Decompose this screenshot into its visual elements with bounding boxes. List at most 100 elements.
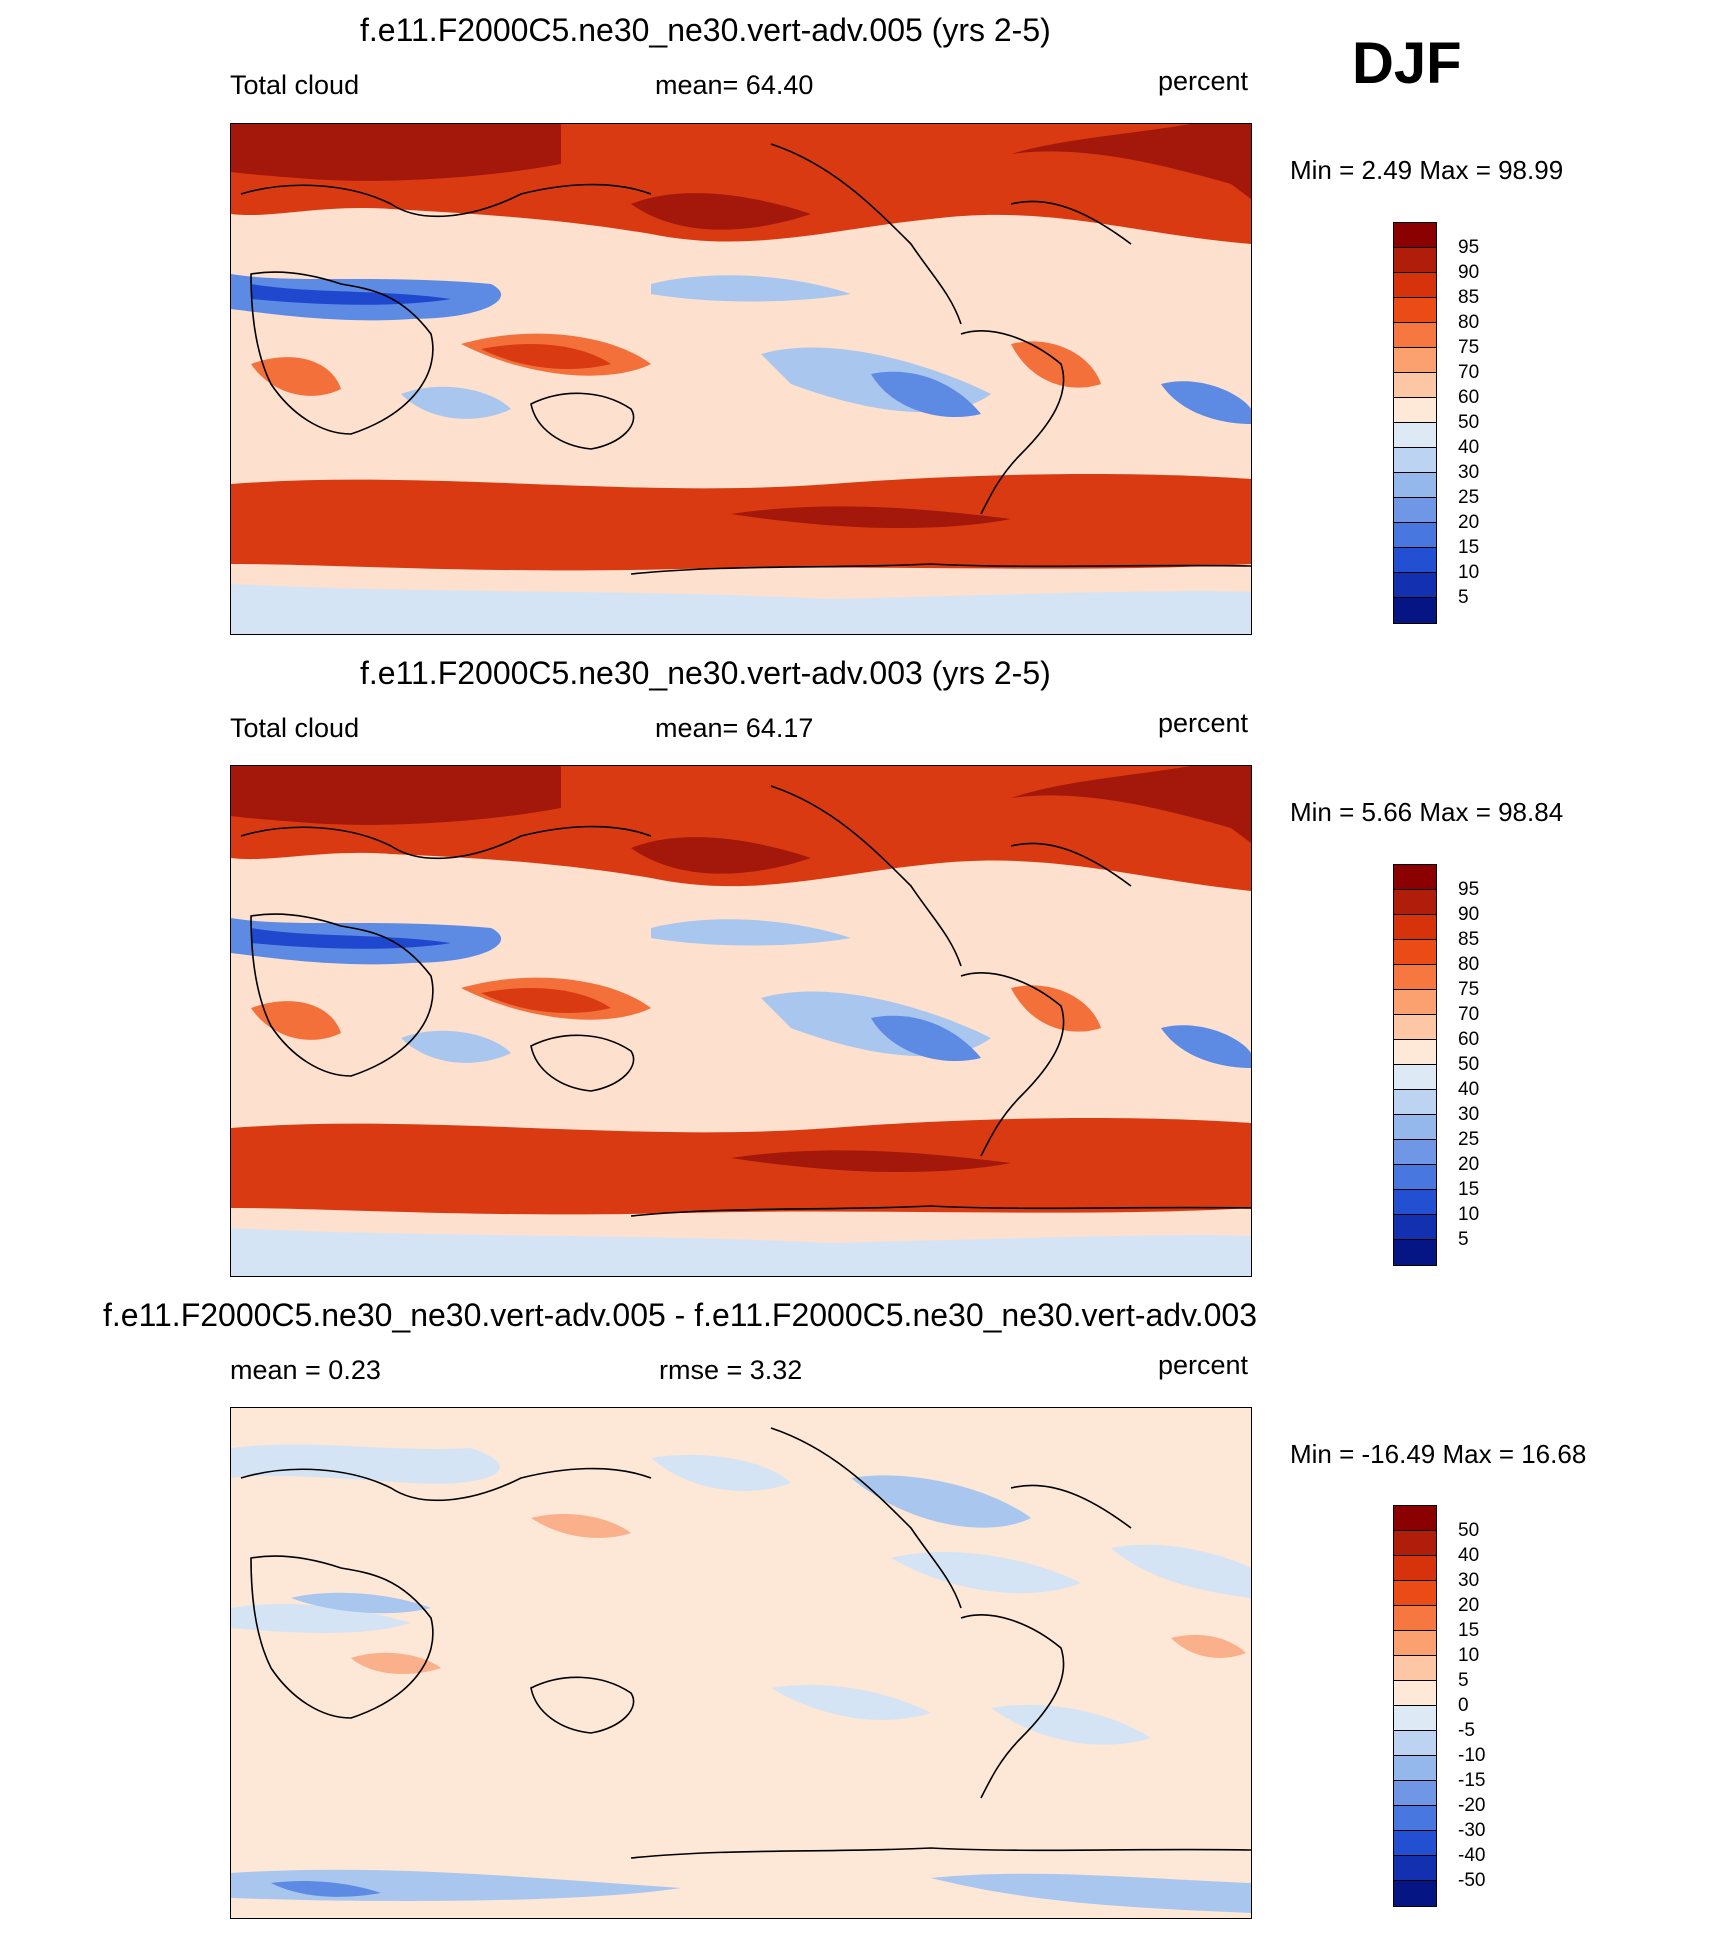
- colorbar-tick-label: 60: [1458, 1029, 1480, 1050]
- southern-ocean-max: [731, 1150, 1011, 1173]
- colorbar-swatch: [1394, 1681, 1436, 1706]
- colorbar-swatch: [1394, 548, 1436, 573]
- north-america-west-coast: [770, 1427, 962, 1609]
- panel-3-mean-label: mean = 0.23: [230, 1355, 381, 1385]
- colorbar-swatch: [1394, 865, 1436, 890]
- colorbar-tick-label: 20: [1458, 512, 1480, 533]
- africa-coast: [250, 1555, 434, 1719]
- colorbar-tick-label: 10: [1458, 1645, 1480, 1666]
- colorbar-swatch: [1394, 523, 1436, 548]
- colorbar-tick-label: 5: [1458, 1229, 1469, 1250]
- eurasia-north-coast: [240, 825, 652, 860]
- colorbar-swatch: [1394, 1190, 1436, 1215]
- south-america-coast: [960, 1614, 1065, 1799]
- south-atlantic-clear: [1161, 1025, 1251, 1068]
- amazon-clouds: [1011, 341, 1101, 388]
- colorbar-swatch: [1394, 598, 1436, 623]
- colorbar-swatch: [1394, 1581, 1436, 1606]
- colorbar-tick-label: 10: [1458, 562, 1480, 583]
- colorbar-swatch: [1394, 573, 1436, 598]
- north-america-east-coast: [1010, 1484, 1132, 1529]
- africa-clouds: [251, 1001, 341, 1040]
- north-pacific-subtropic: [651, 919, 851, 946]
- colorbar-swatch: [1394, 1115, 1436, 1140]
- colorbar-swatch: [1394, 1240, 1436, 1265]
- colorbar-swatch: [1394, 1140, 1436, 1165]
- indian-ocean-clear: [401, 386, 511, 419]
- australia-coast: [530, 392, 635, 450]
- panel-1-colorbar: [1393, 222, 1437, 624]
- colorbar-swatch: [1394, 273, 1436, 298]
- colorbar-tick-label: 70: [1458, 362, 1480, 383]
- colorbar-swatch: [1394, 1656, 1436, 1681]
- australia-coast: [530, 1676, 635, 1734]
- colorbar-tick-label: 75: [1458, 337, 1480, 358]
- colorbar-swatch: [1394, 1756, 1436, 1781]
- south-atlantic-clear: [1161, 381, 1251, 424]
- diff-patch: [351, 1652, 441, 1674]
- colorbar-tick-label: 20: [1458, 1595, 1480, 1616]
- panel-3-map-field: [231, 1408, 1251, 1918]
- panel-3-colorbar: [1393, 1505, 1437, 1907]
- australia-coast: [530, 1034, 635, 1092]
- colorbar-tick-label: 75: [1458, 979, 1480, 1000]
- africa-coast: [250, 913, 434, 1077]
- panel-1-minmax: Min = 2.49 Max = 98.99: [1290, 155, 1564, 185]
- panel-2-variable-label: Total cloud: [230, 713, 360, 743]
- colorbar-tick-label: 30: [1458, 462, 1480, 483]
- colorbar-tick-label: 15: [1458, 1620, 1480, 1641]
- colorbar-swatch: [1394, 323, 1436, 348]
- colorbar-swatch: [1394, 473, 1436, 498]
- panel-1-map: [230, 123, 1252, 635]
- diff-patch: [771, 1684, 931, 1720]
- colorbar-tick-label: 60: [1458, 387, 1480, 408]
- colorbar-tick-label: 95: [1458, 237, 1480, 258]
- colorbar-tick-label: 80: [1458, 312, 1480, 333]
- colorbar-swatch: [1394, 373, 1436, 398]
- sahara-core: [251, 928, 451, 949]
- colorbar-tick-label: 70: [1458, 1004, 1480, 1025]
- colorbar-tick-label: -30: [1458, 1820, 1486, 1841]
- colorbar-tick-label: 85: [1458, 929, 1480, 950]
- colorbar-tick-label: 95: [1458, 879, 1480, 900]
- antarctic-region: [231, 1228, 1251, 1276]
- colorbar-tick-label: 40: [1458, 437, 1480, 458]
- colorbar-swatch: [1394, 223, 1436, 248]
- colorbar-tick-label: -40: [1458, 1845, 1486, 1866]
- colorbar-tick-label: 5: [1458, 1670, 1469, 1691]
- colorbar-swatch: [1394, 398, 1436, 423]
- colorbar-swatch: [1394, 448, 1436, 473]
- colorbar-swatch: [1394, 915, 1436, 940]
- panel-1-units-label: percent: [1158, 66, 1249, 96]
- amazon-clouds: [1011, 985, 1101, 1032]
- colorbar-swatch: [1394, 298, 1436, 323]
- south-america-coast: [960, 330, 1065, 515]
- pacific-storm-track: [631, 837, 811, 874]
- colorbar-swatch: [1394, 965, 1436, 990]
- north-america-east-coast: [1010, 200, 1132, 245]
- south-pacific-core: [871, 371, 981, 418]
- season-label: DJF: [1352, 31, 1462, 96]
- colorbar-tick-label: 20: [1458, 1154, 1480, 1175]
- colorbar-swatch: [1394, 1506, 1436, 1531]
- colorbar-swatch: [1394, 1090, 1436, 1115]
- colorbar-tick-label: 15: [1458, 1179, 1480, 1200]
- panel-1-map-field: [231, 124, 1251, 634]
- panel-2-coastlines: [240, 785, 1251, 1217]
- colorbar-tick-label: 25: [1458, 487, 1480, 508]
- panel-2-title: f.e11.F2000C5.ne30_ne30.vert-adv.003 (yr…: [360, 655, 1051, 691]
- colorbar-swatch: [1394, 1806, 1436, 1831]
- colorbar-tick-label: 90: [1458, 262, 1480, 283]
- diff-patch: [531, 1513, 631, 1538]
- panel-3-map: [230, 1407, 1252, 1919]
- northern-max-west: [231, 766, 561, 825]
- colorbar-tick-label: -10: [1458, 1745, 1486, 1766]
- colorbar-swatch: [1394, 1531, 1436, 1556]
- antarctica-coast: [630, 1205, 1251, 1217]
- diff-patch: [891, 1552, 1081, 1594]
- diff-patch: [651, 1454, 791, 1491]
- panel-3-title: f.e11.F2000C5.ne30_ne30.vert-adv.005 - f…: [103, 1297, 1257, 1333]
- sahara-core: [251, 284, 451, 305]
- colorbar-swatch: [1394, 1781, 1436, 1806]
- antarctic-region: [231, 584, 1251, 634]
